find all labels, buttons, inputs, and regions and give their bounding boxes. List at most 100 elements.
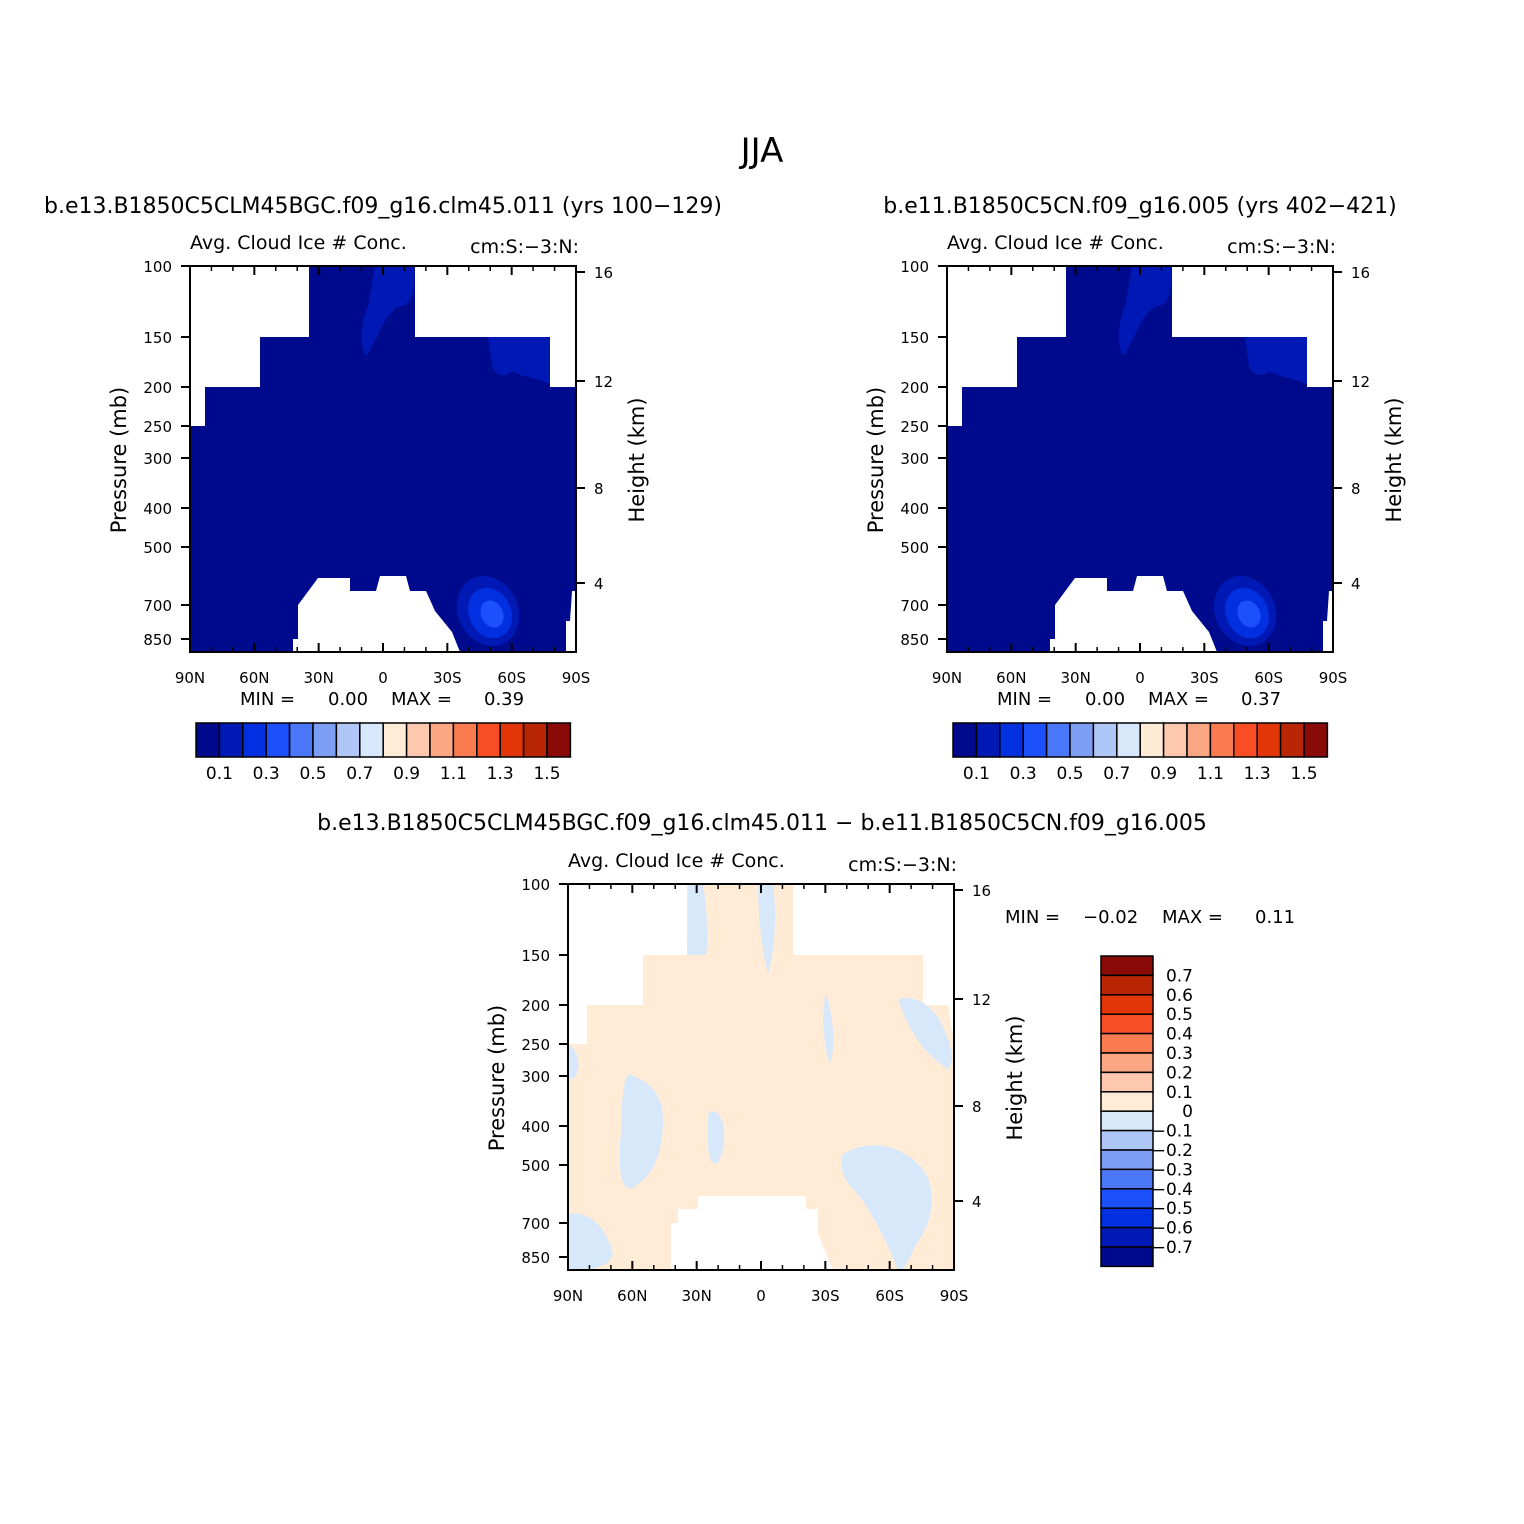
difference-colorbar-label: −0.3 — [1152, 1160, 1193, 1180]
case2-colorbar-swatch — [999, 722, 1024, 758]
case2-colorbar-swatch — [1162, 722, 1188, 758]
difference-field-neg — [687, 884, 708, 955]
case1-left-title: Avg. Cloud Ice # Conc. — [190, 232, 407, 254]
difference-colorbar-swatch — [1100, 1168, 1154, 1190]
difference-field-neg — [568, 1044, 579, 1079]
difference-field-neg — [898, 998, 952, 1069]
case2-field-level2 — [1118, 266, 1172, 356]
case1-title: b.e13.B1850C5CLM45BGC.f09_g16.clm45.011 … — [44, 194, 722, 219]
case1-xtick-label: 30S — [433, 669, 462, 687]
difference-field-neg — [841, 1145, 932, 1270]
difference-colorbar-label: −0.5 — [1152, 1199, 1193, 1219]
case2-colorbar-swatch — [1233, 722, 1258, 758]
case2-xtick-label: 30S — [1190, 669, 1219, 687]
case1-y2tick-label: 4 — [594, 575, 604, 593]
difference-y2label: Height (km) — [1003, 1015, 1027, 1140]
difference-min-label: MIN = — [1005, 907, 1060, 928]
difference-colorbar-swatch — [1100, 994, 1154, 1015]
case1-colorbar-swatch — [335, 722, 361, 758]
case1-xtick-label: 60S — [497, 669, 526, 687]
case1-y2tick-label: 16 — [594, 264, 613, 282]
case1-ytick-label: 400 — [143, 500, 172, 518]
case2-field-level2 — [1245, 337, 1307, 384]
case1-colorbar-swatch — [218, 722, 244, 758]
difference-xtick-label: 60S — [875, 1287, 904, 1305]
case1-field-level2 — [488, 337, 550, 384]
case1-colorbar-swatch — [265, 722, 291, 758]
case2-colorbar-swatch — [1092, 722, 1118, 758]
difference-ytick-label: 700 — [521, 1215, 550, 1233]
case1-colorbar-label: 0.1 — [206, 764, 233, 784]
case1-field-missing — [293, 576, 460, 652]
difference-ytick-label: 250 — [521, 1036, 550, 1054]
case2-max-label: MAX = — [1148, 689, 1209, 710]
case1-colorbar-swatch — [476, 722, 501, 758]
case1-ytick-label: 200 — [143, 379, 172, 397]
case2-ytick-label: 250 — [900, 418, 929, 436]
case1-ytick-label: 250 — [143, 418, 172, 436]
case1-y2tick-label: 12 — [594, 373, 613, 391]
case1-xtick-label: 90N — [175, 669, 205, 687]
case1-colorbar-label: 0.3 — [253, 764, 280, 784]
difference-left-title: Avg. Cloud Ice # Conc. — [568, 850, 785, 872]
case1-colorbar-swatch — [312, 722, 338, 758]
case2-colorbar-swatch — [1139, 722, 1165, 758]
difference-xtick-label: 60N — [617, 1287, 647, 1305]
case1-colorbar-swatch — [452, 722, 478, 758]
difference-xtick-label: 30S — [811, 1287, 840, 1305]
case2-colorbar-swatch — [1279, 722, 1305, 758]
difference-colorbar-swatch — [1100, 1013, 1154, 1035]
case1-colorbar-label: 0.9 — [393, 764, 420, 784]
difference-colorbar-label: −0.2 — [1152, 1141, 1193, 1161]
case1-colorbar-label: 0.5 — [299, 764, 326, 784]
case1-colorbar-swatch — [499, 722, 525, 758]
difference-ylabel: Pressure (mb) — [485, 1005, 509, 1152]
difference-xtick-label: 90S — [940, 1287, 969, 1305]
difference-colorbar-label: 0.3 — [1166, 1044, 1193, 1064]
difference-colorbar-swatch — [1100, 1226, 1154, 1248]
difference-field — [568, 884, 954, 1270]
case1-ylabel: Pressure (mb) — [107, 387, 131, 534]
case2-colorbar-label: 1.1 — [1197, 764, 1224, 784]
case1-ytick-label: 100 — [143, 258, 172, 276]
case2-colorbar-swatch — [1186, 722, 1212, 758]
case2-xtick-label: 60S — [1254, 669, 1283, 687]
case2-y2tick-label: 4 — [1351, 575, 1361, 593]
case2-colorbar-swatch — [1256, 722, 1282, 758]
difference-field-neg — [823, 994, 834, 1064]
case2-right-title: cm:S:−3:N: — [1227, 236, 1336, 258]
case2-xtick-label: 60N — [996, 669, 1026, 687]
case1-colorbar-label: 0.7 — [346, 764, 373, 784]
difference-min-value: −0.02 — [1083, 907, 1138, 928]
case2-colorbar-swatch — [1116, 722, 1141, 758]
case1-colorbar-swatch — [195, 722, 221, 758]
difference-y2tick-label: 12 — [972, 991, 991, 1009]
difference-ytick-label: 400 — [521, 1118, 550, 1136]
difference-colorbar-swatch — [1100, 955, 1154, 977]
case1-min-value: 0.00 — [328, 689, 368, 710]
season-title: JJA — [739, 131, 784, 171]
case2-colorbar-swatch — [1303, 722, 1329, 758]
case2-colorbar-swatch — [1069, 722, 1095, 758]
case2-colorbar-swatch — [1022, 722, 1048, 758]
difference-max-value: 0.11 — [1255, 907, 1295, 928]
difference-colorbar-swatch — [1100, 1052, 1154, 1074]
case2-ytick-label: 500 — [900, 539, 929, 557]
case1-max-label: MAX = — [391, 689, 452, 710]
difference-colorbar-swatch — [1100, 1091, 1154, 1112]
difference-colorbar-label: 0.5 — [1166, 1005, 1193, 1025]
case2-colorbar-label: 1.5 — [1290, 764, 1317, 784]
case2-min-value: 0.00 — [1085, 689, 1125, 710]
case1-colorbar-swatch — [242, 722, 267, 758]
difference-colorbar-label: −0.1 — [1152, 1122, 1193, 1142]
case1-xtick-label: 0 — [378, 669, 388, 687]
case2-colorbar-label: 0.9 — [1150, 764, 1177, 784]
case1-colorbar-swatch — [405, 722, 431, 758]
case1-colorbar-label: 1.1 — [440, 764, 467, 784]
case2-ytick-label: 700 — [900, 597, 929, 615]
case1-ytick-label: 500 — [143, 539, 172, 557]
case2-y2label: Height (km) — [1382, 397, 1406, 522]
case1-colorbar-swatch — [546, 722, 572, 758]
difference-xtick-label: 0 — [756, 1287, 766, 1305]
case1-xtick-label: 60N — [239, 669, 269, 687]
